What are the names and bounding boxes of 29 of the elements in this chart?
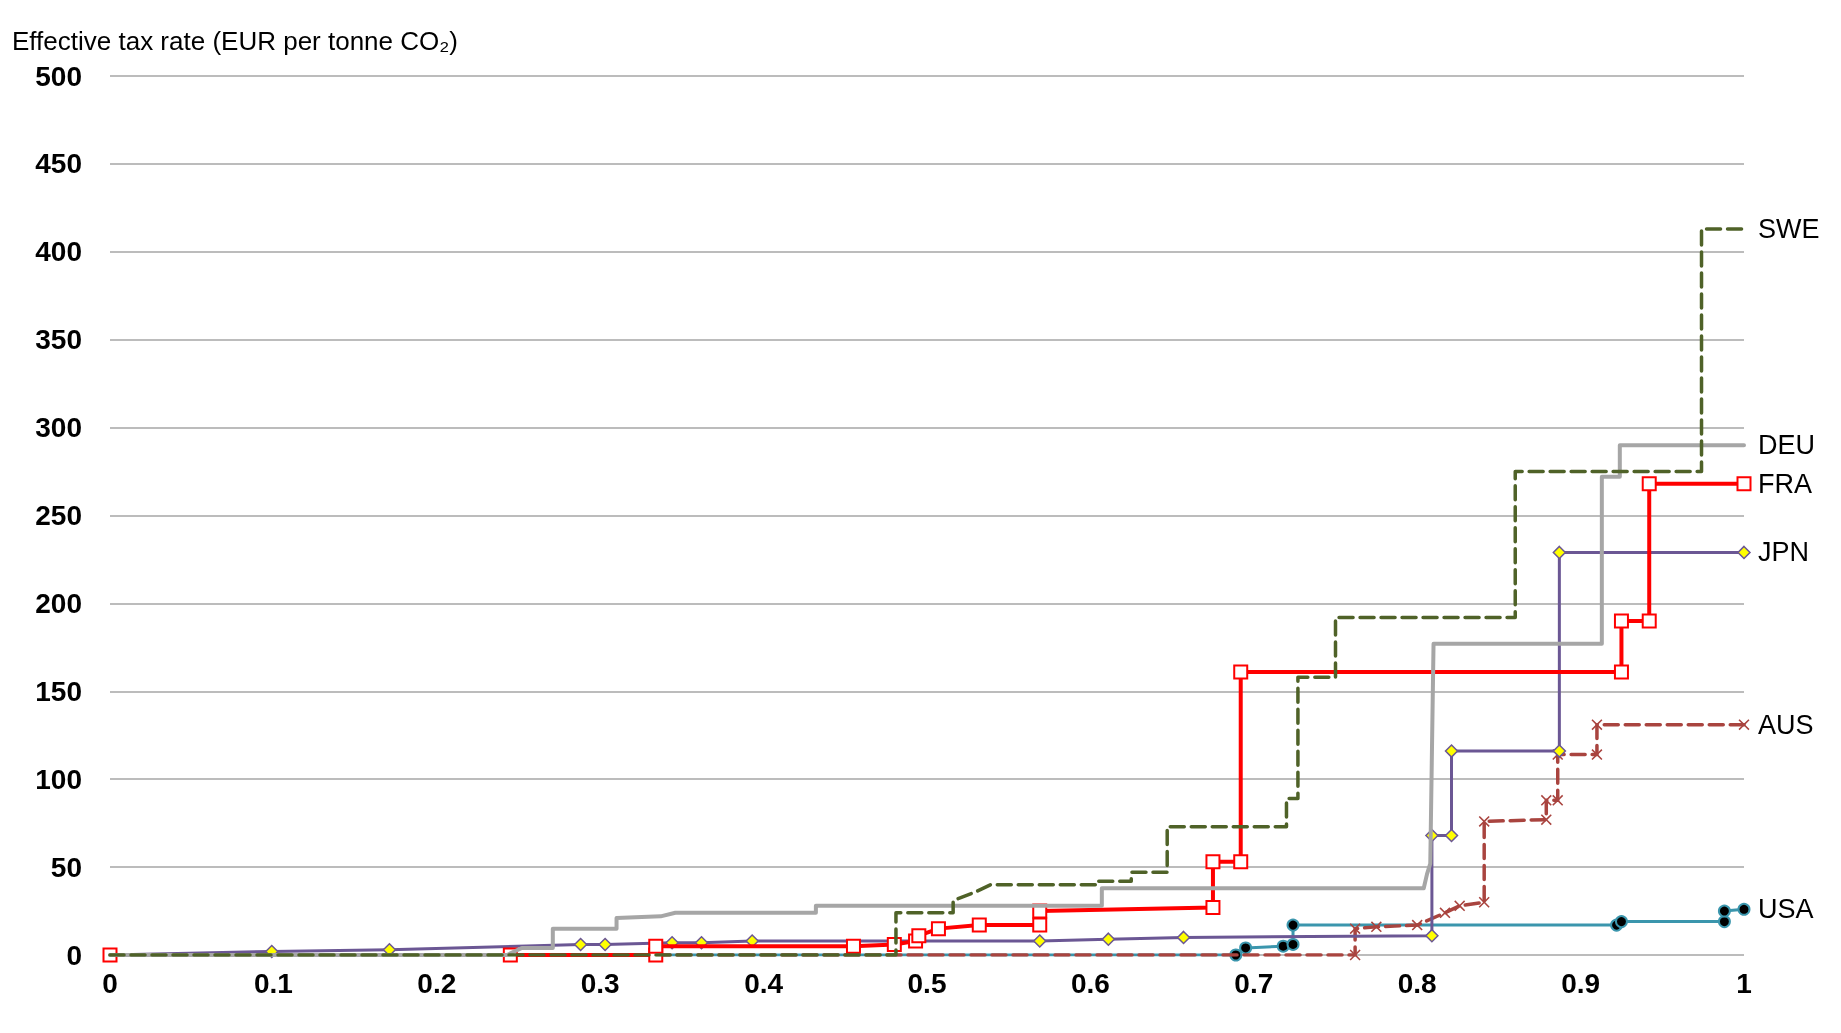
y-tick-label: 300 — [35, 412, 82, 444]
y-tick-label: 250 — [35, 500, 82, 531]
y-tick-label: 400 — [35, 236, 82, 268]
x-tick-label: 0.8 — [1397, 967, 1437, 999]
y-tick-label: 200 — [35, 587, 82, 619]
x-tick-label: 1 — [1736, 967, 1752, 999]
x-tick-label: 0.9 — [1561, 967, 1601, 999]
x-tick-label: 0 — [102, 967, 118, 999]
y-tick-label: 500 — [35, 60, 82, 92]
series-label: JPN — [1758, 537, 1810, 568]
series-label: SWE — [1758, 213, 1820, 244]
y-tick-label: 350 — [35, 324, 82, 356]
y-tick-label: 450 — [35, 148, 82, 180]
y-axis-title: Effective tax rate (EUR per tonne CO₂) — [12, 26, 459, 56]
x-tick-label: 0.3 — [580, 967, 620, 999]
y-tick-label: 0 — [66, 939, 82, 971]
series-label: AUS — [1758, 709, 1814, 740]
x-tick-label: 0.7 — [1234, 967, 1274, 999]
y-tick-label: 150 — [35, 675, 82, 707]
x-tick-label: 0.1 — [253, 967, 293, 999]
series-label: USA — [1758, 894, 1814, 925]
x-tick-label: 0.6 — [1070, 967, 1110, 999]
y-tick-label: 50 — [50, 851, 82, 883]
y-tick-label: 100 — [35, 763, 82, 795]
x-tick-label: 0.2 — [417, 967, 457, 999]
x-tick-label: 0.4 — [744, 967, 784, 999]
series-label: DEU — [1758, 430, 1816, 461]
series-label: FRA — [1758, 468, 1812, 499]
x-tick-label: 0.5 — [907, 967, 947, 999]
